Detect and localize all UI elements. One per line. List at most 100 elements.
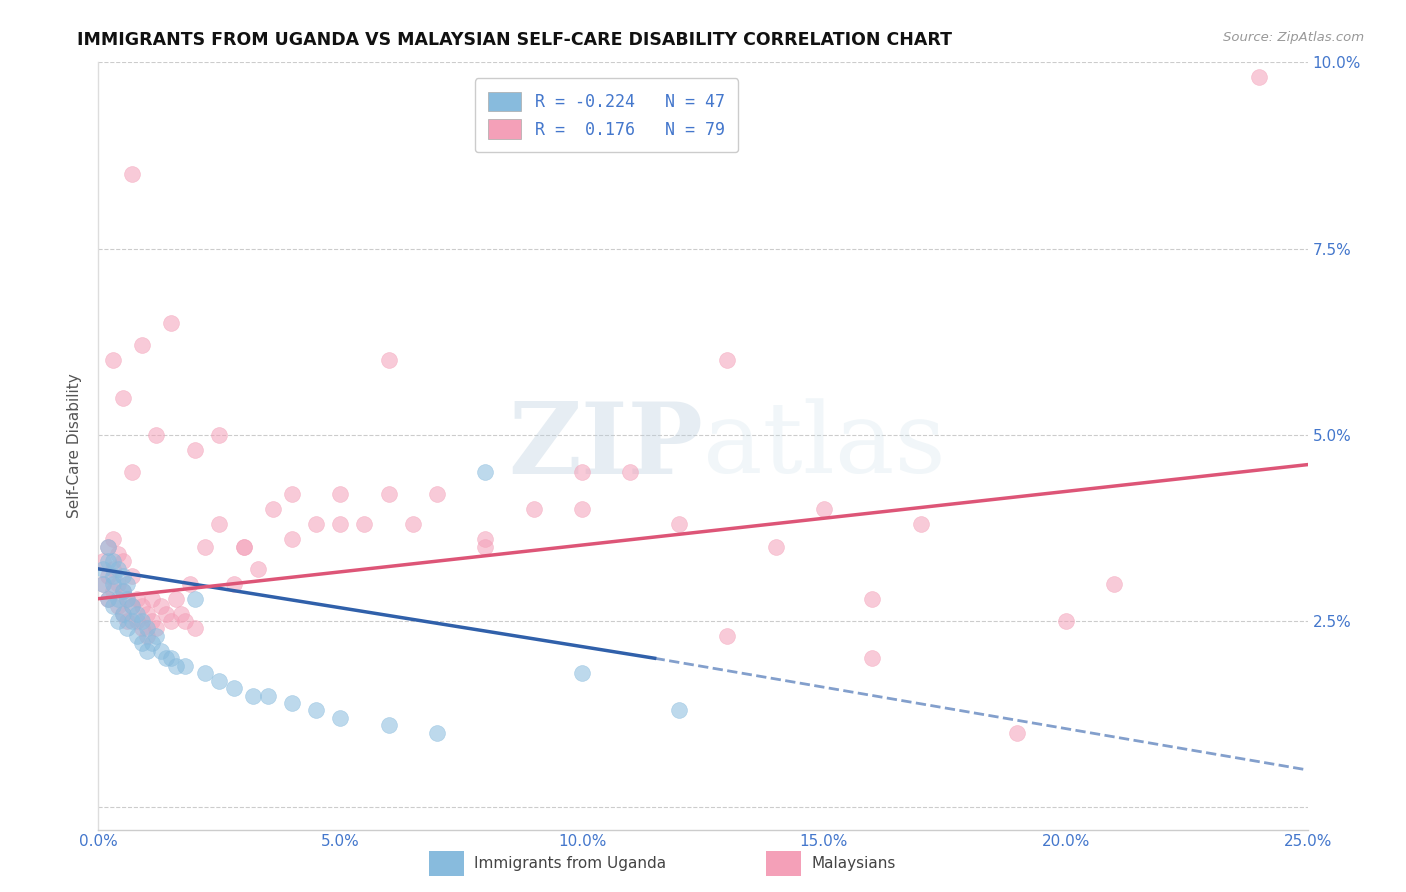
Point [329,487,352,501]
Point [232,540,254,554]
Point [716,353,738,368]
Point [107,547,129,561]
Point [107,576,129,591]
Point [91,562,114,576]
Point [121,599,143,614]
Point [910,517,932,532]
Point [329,517,352,532]
Point [208,517,231,532]
Point [101,576,124,591]
Point [160,614,183,628]
Point [135,607,157,621]
Point [426,487,449,501]
Point [1054,614,1077,628]
Point [184,442,207,457]
Point [97,591,120,606]
Point [111,554,134,568]
Point [402,517,425,532]
Point [111,391,134,405]
Point [117,614,139,628]
Point [97,569,120,583]
Point [716,629,738,643]
Point [1249,70,1271,85]
Point [121,167,143,181]
Point [377,718,399,732]
Point [127,614,149,628]
Text: Immigrants from Uganda: Immigrants from Uganda [474,856,666,871]
Point [160,316,183,330]
Point [860,591,883,606]
Point [305,517,328,532]
Point [765,540,787,554]
Point [474,465,496,479]
Point [571,465,593,479]
Point [262,502,284,516]
Point [101,554,124,568]
Point [668,517,690,532]
Y-axis label: Self-Care Disability: Self-Care Disability [67,374,83,518]
Point [111,607,134,621]
Point [121,569,143,583]
Point [474,532,496,546]
Point [194,666,217,681]
Point [208,673,231,688]
Point [91,576,114,591]
Point [127,591,149,606]
Point [111,584,134,599]
Point [619,465,641,479]
Point [101,532,124,546]
Point [247,562,270,576]
Legend: R = -0.224   N = 47, R =  0.176   N = 79: R = -0.224 N = 47, R = 0.176 N = 79 [475,78,738,152]
Point [377,353,399,368]
Point [131,599,153,614]
Point [101,599,124,614]
Point [150,599,173,614]
Point [169,607,191,621]
Point [121,465,143,479]
Point [101,562,124,576]
Point [165,591,187,606]
Point [117,576,139,591]
Point [145,622,167,636]
Point [155,607,177,621]
Point [474,540,496,554]
Point [107,614,129,628]
Point [208,427,231,442]
Point [141,614,163,628]
Point [131,338,153,352]
Point [107,562,129,576]
Point [232,540,254,554]
Point [1102,576,1125,591]
Point [860,651,883,665]
Point [97,540,120,554]
Point [135,629,157,643]
Point [111,569,134,583]
Point [101,569,124,583]
Text: atlas: atlas [703,398,946,494]
Text: Malaysians: Malaysians [811,856,896,871]
Point [1007,725,1029,739]
Point [256,689,278,703]
Point [127,607,149,621]
Point [101,584,124,599]
Point [523,502,546,516]
Point [141,591,163,606]
Point [127,629,149,643]
Point [97,554,120,568]
Point [281,487,304,501]
Point [117,591,139,606]
Point [377,487,399,501]
Point [131,622,153,636]
Point [353,517,375,532]
Point [91,576,114,591]
Point [571,666,593,681]
Point [150,644,173,658]
Point [426,725,449,739]
Point [145,629,167,643]
Point [184,591,207,606]
Point [222,681,245,695]
Point [160,651,183,665]
Text: Source: ZipAtlas.com: Source: ZipAtlas.com [1223,31,1364,45]
Point [131,614,153,628]
Point [174,614,197,628]
